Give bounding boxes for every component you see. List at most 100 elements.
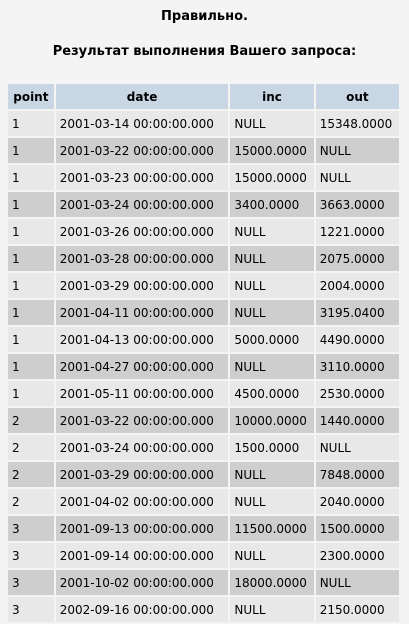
- table-row: 2 2001-03-24 00:00:00.000 1500.0000 NULL: [8, 435, 399, 460]
- table-row: 1 2001-03-14 00:00:00.000 NULL 15348.0000: [8, 111, 399, 136]
- status-message: Правильно.: [161, 9, 248, 24]
- table-row: 3 2001-09-13 00:00:00.000 11500.0000 1500.0…: [8, 516, 399, 541]
- cell-inc: NULL: [230, 111, 314, 136]
- cell-inc: NULL: [230, 462, 314, 487]
- cell-inc: NULL: [230, 273, 314, 298]
- column-header-point: point: [8, 84, 54, 109]
- column-header-date: date: [55, 84, 229, 109]
- cell-point: 2: [8, 435, 54, 460]
- cell-inc: 18000.0000: [230, 570, 314, 595]
- cell-point: 1: [8, 246, 54, 271]
- table-row: 2 2001-03-29 00:00:00.000 NULL 7848.0000: [8, 462, 399, 487]
- cell-inc: 4500.0000: [230, 381, 314, 406]
- cell-out: 2004.0000: [315, 273, 399, 298]
- cell-point: 2: [8, 462, 54, 487]
- cell-out: 4490.0000: [315, 327, 399, 352]
- cell-point: 2: [8, 489, 54, 514]
- cell-out: 2300.0000: [315, 543, 399, 568]
- cell-date: 2001-05-11 00:00:00.000: [55, 381, 229, 406]
- cell-date: 2002-09-16 00:00:00.000: [55, 597, 229, 622]
- cell-date: 2001-03-28 00:00:00.000: [55, 246, 229, 271]
- cell-inc: 5000.0000: [230, 327, 314, 352]
- cell-date: 2001-03-26 00:00:00.000: [55, 219, 229, 244]
- cell-out: NULL: [315, 570, 399, 595]
- cell-out: 2150.0000: [315, 597, 399, 622]
- cell-inc: NULL: [230, 354, 314, 379]
- cell-point: 1: [8, 327, 54, 352]
- column-header-out: out: [315, 84, 399, 109]
- cell-point: 1: [8, 138, 54, 163]
- cell-out: 3663.0000: [315, 192, 399, 217]
- cell-point: 3: [8, 516, 54, 541]
- cell-out: 15348.0000: [315, 111, 399, 136]
- table-row: 1 2001-03-23 00:00:00.000 15000.0000 NULL: [8, 165, 399, 190]
- cell-point: 1: [8, 219, 54, 244]
- table-row: 1 2001-04-11 00:00:00.000 NULL 3195.0400: [8, 300, 399, 325]
- cell-point: 1: [8, 111, 54, 136]
- table-row: 1 2001-03-26 00:00:00.000 NULL 1221.0000: [8, 219, 399, 244]
- result-title: Результат выполнения Вашего запроса:: [52, 44, 357, 59]
- cell-point: 1: [8, 354, 54, 379]
- cell-inc: NULL: [230, 543, 314, 568]
- cell-date: 2001-03-14 00:00:00.000: [55, 111, 229, 136]
- cell-out: 1221.0000: [315, 219, 399, 244]
- cell-inc: NULL: [230, 219, 314, 244]
- cell-date: 2001-09-13 00:00:00.000: [55, 516, 229, 541]
- cell-date: 2001-03-29 00:00:00.000: [55, 273, 229, 298]
- cell-out: 2040.0000: [315, 489, 399, 514]
- cell-date: 2001-04-27 00:00:00.000: [55, 354, 229, 379]
- cell-date: 2001-09-14 00:00:00.000: [55, 543, 229, 568]
- cell-inc: 3400.0000: [230, 192, 314, 217]
- cell-out: 7848.0000: [315, 462, 399, 487]
- cell-date: 2001-04-13 00:00:00.000: [55, 327, 229, 352]
- cell-point: 2: [8, 408, 54, 433]
- cell-out: 1440.0000: [315, 408, 399, 433]
- cell-date: 2001-03-24 00:00:00.000: [55, 192, 229, 217]
- table-row: 3 2001-10-02 00:00:00.000 18000.0000 NULL: [8, 570, 399, 595]
- table-row: 1 2001-04-27 00:00:00.000 NULL 3110.0000: [8, 354, 399, 379]
- cell-out: 1500.0000: [315, 516, 399, 541]
- cell-out: 3110.0000: [315, 354, 399, 379]
- cell-out: 2075.0000: [315, 246, 399, 271]
- cell-point: 3: [8, 543, 54, 568]
- cell-point: 3: [8, 570, 54, 595]
- cell-out: 3195.0400: [315, 300, 399, 325]
- cell-date: 2001-03-29 00:00:00.000: [55, 462, 229, 487]
- cell-inc: 10000.0000: [230, 408, 314, 433]
- cell-inc: 15000.0000: [230, 165, 314, 190]
- table-header-row: point date inc out: [8, 84, 399, 109]
- table-row: 1 2001-03-24 00:00:00.000 3400.0000 3663.00…: [8, 192, 399, 217]
- table-row: 1 2001-03-29 00:00:00.000 NULL 2004.0000: [8, 273, 399, 298]
- results-table: point date inc out 1 2001-03-14 00:00:00.…: [6, 82, 401, 624]
- cell-inc: NULL: [230, 489, 314, 514]
- cell-date: 2001-03-22 00:00:00.000: [55, 408, 229, 433]
- table-row: 1 2001-05-11 00:00:00.000 4500.0000 2530.00…: [8, 381, 399, 406]
- table-row: 2 2001-04-02 00:00:00.000 NULL 2040.0000: [8, 489, 399, 514]
- cell-inc: 15000.0000: [230, 138, 314, 163]
- table-row: 2 2001-03-22 00:00:00.000 10000.0000 1440.0…: [8, 408, 399, 433]
- cell-point: 1: [8, 273, 54, 298]
- cell-date: 2001-03-22 00:00:00.000: [55, 138, 229, 163]
- cell-date: 2001-03-23 00:00:00.000: [55, 165, 229, 190]
- table-row: 3 2002-09-16 00:00:00.000 NULL 2150.0000: [8, 597, 399, 622]
- cell-inc: 11500.0000: [230, 516, 314, 541]
- table-row: 1 2001-04-13 00:00:00.000 5000.0000 4490.00…: [8, 327, 399, 352]
- cell-date: 2001-04-11 00:00:00.000: [55, 300, 229, 325]
- cell-date: 2001-04-02 00:00:00.000: [55, 489, 229, 514]
- cell-out: 2530.0000: [315, 381, 399, 406]
- cell-inc: 1500.0000: [230, 435, 314, 460]
- column-header-inc: inc: [230, 84, 314, 109]
- table-body: 1 2001-03-14 00:00:00.000 NULL 15348.0000 1 2…: [8, 111, 399, 622]
- table-row: 3 2001-09-14 00:00:00.000 NULL 2300.0000: [8, 543, 399, 568]
- table-row: 1 2001-03-28 00:00:00.000 NULL 2075.0000: [8, 246, 399, 271]
- cell-date: 2001-10-02 00:00:00.000: [55, 570, 229, 595]
- cell-inc: NULL: [230, 300, 314, 325]
- cell-point: 3: [8, 597, 54, 622]
- cell-inc: NULL: [230, 246, 314, 271]
- cell-point: 1: [8, 300, 54, 325]
- cell-point: 1: [8, 165, 54, 190]
- table-row: 1 2001-03-22 00:00:00.000 15000.0000 NULL: [8, 138, 399, 163]
- cell-inc: NULL: [230, 597, 314, 622]
- cell-out: NULL: [315, 165, 399, 190]
- cell-point: 1: [8, 192, 54, 217]
